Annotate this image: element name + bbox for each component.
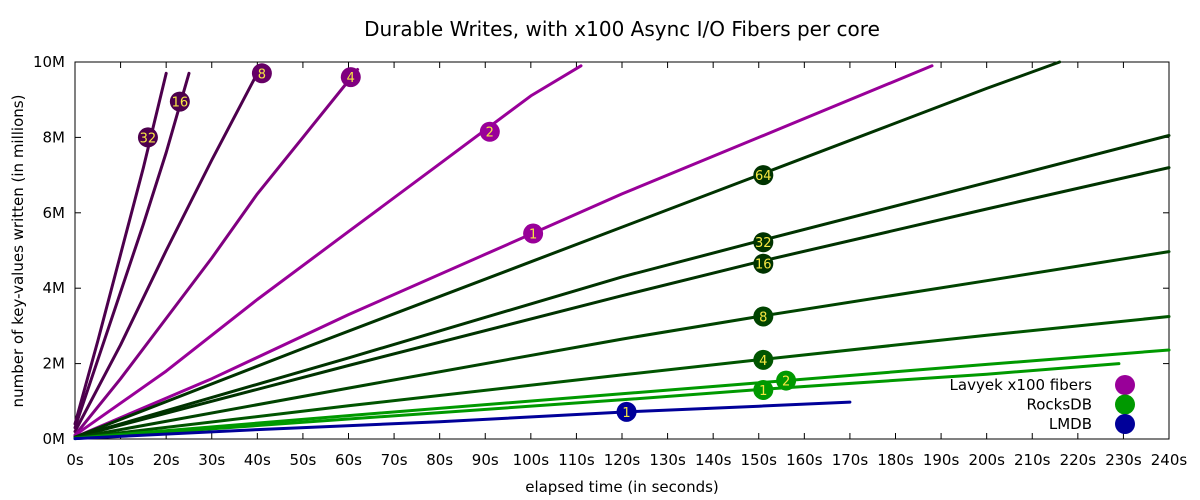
series-marker-label: 1 [759,384,767,399]
x-tick-label: 180s [877,451,914,469]
series-line-rocksdb-1 [73,362,1121,441]
x-tick-label: 150s [741,451,778,469]
series-marker-label: 16 [172,96,189,111]
series-marker-label: 2 [486,126,494,141]
series-line-rocksdb-2 [73,348,1171,440]
legend-label: RocksDB [1026,396,1092,414]
series-marker-label: 32 [140,131,157,146]
series-line-rocksdb-16 [73,166,1171,439]
x-tick-label: 160s [786,451,823,469]
series-marker [479,121,500,142]
series-marker-label: 64 [755,169,772,184]
legend-swatch [1115,394,1135,415]
series-marker [340,67,361,88]
series-marker-label: 4 [347,71,355,86]
y-tick-label: 8M [43,128,66,146]
series-marker [753,232,774,253]
x-tick-label: 110s [558,451,595,469]
series-marker-label: 2 [782,375,790,390]
x-tick-label: 230s [1105,451,1142,469]
series-layer [73,60,1171,441]
series-marker-label: 16 [755,258,772,273]
x-axis-title: elapsed time (in seconds) [525,478,719,496]
legend-swatch [1115,375,1135,395]
series-marker [776,370,797,391]
series-line-lavyek-4 [73,68,360,437]
series-marker [753,379,774,400]
series-line-rocksdb-64 [73,60,1062,439]
y-tick-label: 6M [43,204,66,222]
series-line-lavyek-32 [73,71,168,426]
x-tick-label: 170s [832,451,869,469]
axis-ticks: 0s 10s 20s 30s 40s 50s 60s 70s 80s 90s 100s 110s 120… [33,53,1187,469]
series-line-lavyek-8 [73,71,259,433]
series-marker [523,223,544,244]
series-marker [753,165,774,186]
series-line-rocksdb-4 [73,315,1171,440]
x-tick-label: 70s [381,451,408,469]
series-marker-label: 8 [258,67,266,82]
x-tick-label: 200s [968,451,1005,469]
x-tick-label: 240s [1151,451,1188,469]
x-tick-label: 140s [695,451,732,469]
x-tick-label: 0s [66,451,84,469]
series-marker-label: 1 [529,228,537,243]
legend-label: LMDB [1049,415,1092,433]
series-marker-label: 4 [759,354,767,369]
series-marker [753,349,774,370]
x-tick-label: 130s [649,451,686,469]
series-marker [616,401,637,422]
x-tick-label: 220s [1060,451,1097,469]
series-marker [753,253,774,274]
series-marker [251,63,272,84]
x-tick-label: 90s [472,451,499,469]
series-marker [753,306,774,327]
y-tick-label: 10M [33,53,65,71]
series-line-lavyek-16 [73,71,191,430]
x-tick-label: 40s [244,451,271,469]
y-tick-label: 2M [43,355,66,373]
x-tick-label: 30s [198,451,225,469]
series-line-lavyek-1 [73,64,934,439]
y-axis-title: number of key-values written (in million… [9,95,27,408]
x-tick-label: 120s [604,451,641,469]
series-line-lmdb-1 [73,400,852,441]
series-line-rocksdb-32 [73,134,1171,439]
series-marker-label: 8 [759,310,767,325]
series-marker [169,91,190,112]
x-tick-label: 50s [289,451,316,469]
x-tick-label: 60s [335,451,362,469]
series-marker-label: 32 [755,236,772,251]
legend-swatch [1115,414,1135,434]
y-tick-label: 4M [43,279,66,297]
series-marker [137,127,158,148]
series-line-rocksdb-8 [73,250,1171,440]
x-tick-label: 80s [426,451,453,469]
chart-title: Durable Writes, with x100 Async I/O Fibe… [364,17,880,41]
series-line-lavyek-2 [73,64,583,437]
x-tick-label: 10s [107,451,134,469]
y-tick-label: 0M [43,430,66,448]
x-tick-label: 100s [513,451,550,469]
legend-label: Lavyek x100 fibers [950,376,1093,394]
series-marker-label: 1 [622,406,630,421]
x-tick-label: 210s [1014,451,1051,469]
x-tick-label: 20s [153,451,180,469]
x-tick-label: 190s [923,451,960,469]
